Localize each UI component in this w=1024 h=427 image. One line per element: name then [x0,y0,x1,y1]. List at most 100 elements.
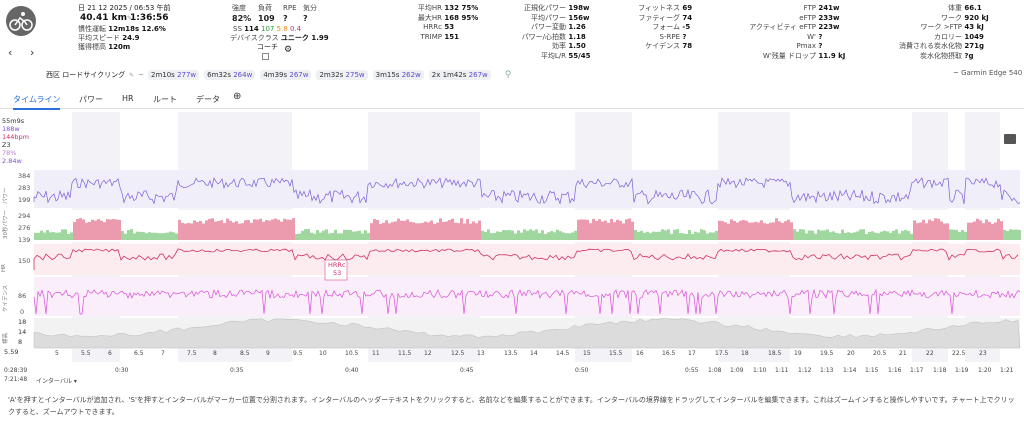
power30-bar [937,218,940,240]
prev-activity-icon[interactable]: ‹ [8,46,13,59]
hrrc-label: HRRc [328,261,346,269]
power30-bar [637,231,640,240]
power30-bar [667,229,670,240]
tab-hr[interactable]: HR [122,94,134,103]
power30-bar [994,222,997,240]
power30-bar [862,229,865,240]
panel-bg [34,244,1020,275]
power30-bar [391,222,394,240]
power30-bar [1009,229,1012,240]
power30-bar [538,233,541,240]
interval-chip[interactable]: 2x 1m42s 267w [428,70,491,80]
stat-row: ワーク 920 kJ [941,13,989,22]
tab-power[interactable]: パワー [79,95,103,104]
help-text: 'A'を押すとインターバルが追加され、'S'を押すとインターバルがマーカー位置で… [8,396,1015,416]
interval-chip[interactable]: 4m39s 267w [260,70,312,80]
power30-bar [238,223,241,240]
elapsed-time: 0:28:39 [4,367,28,374]
power30-bar [109,219,112,240]
comment-icon[interactable] [1004,134,1016,144]
timeline-chart[interactable]: 55m9s 188w 144bpm Z3 78% 2.84w 2m10s277w… [0,112,1024,385]
power30-bar [793,229,796,240]
chart-svg[interactable] [0,112,1024,382]
power30-bar [400,220,403,240]
add-tab-icon[interactable]: ⊕ [233,91,242,102]
tools-icon[interactable]: ⚙ [284,45,293,55]
route-name[interactable]: 西区 ロードサイクリング [46,71,126,79]
stat-row: 体重 66.1 [948,4,982,12]
interval-chip[interactable]: 6m32s 264w [204,70,256,80]
power30-bar [289,219,292,240]
power30-bar [1006,231,1009,240]
stat-row: W'残量 ドロップ 11.9 kJ [762,51,846,60]
power30-bar [244,220,247,240]
coach-label: コーチ [257,43,278,51]
power30-bar [439,218,442,240]
power30-bar [589,223,592,240]
power30-bar [904,229,907,240]
power30-bar [169,231,172,240]
power30-bar [526,230,529,240]
power30-bar [688,230,691,240]
power30-bar [787,219,790,240]
stat-row: 慣性運転 12m18s 12.6% [78,25,166,33]
power30-tick: 294 [18,212,31,220]
power30-bar [205,220,208,240]
power30-bar [511,230,514,240]
time-tick: 1:17 [910,367,924,374]
power30-bar [1003,229,1006,240]
hrrc-value: 53 [333,269,342,277]
tab-data[interactable]: データ [196,95,220,104]
interval-chip[interactable]: 3m15s 262w [372,70,424,80]
power30-bar [460,218,463,240]
power30-bar [331,232,334,240]
power30-bar [454,222,457,240]
power30-bar [742,219,745,240]
search-icon[interactable]: ⚲ [504,70,512,80]
distance-tick: 19.5 [820,350,834,357]
power30-bar [712,232,715,240]
intensity-val: ? [303,14,308,23]
tab-route[interactable]: ルート [153,95,177,104]
power30-bar [316,230,319,240]
power30-bar [433,223,436,240]
power30-bar [448,220,451,240]
stat-row: 炭水化物摂取 ?g [920,51,974,60]
power30-bar [823,230,826,240]
power30-bar [943,223,946,240]
power30-bar [697,232,700,240]
interval-chip[interactable]: 2m10s 277w [148,70,200,80]
interval-chip[interactable]: 2m32s 275w [316,70,368,80]
coach-checkbox[interactable] [262,53,269,60]
power30-bar [616,219,619,240]
power30-bar [457,223,460,240]
power30-bar [754,221,757,240]
power30-bar [73,222,76,240]
next-activity-icon[interactable]: › [30,46,35,59]
power30-bar [403,220,406,240]
power30-bar [799,229,802,240]
power30-bar [106,219,109,240]
power30-bar [247,220,250,240]
interval-dropdown[interactable]: インターバル ▾ [36,378,77,385]
power30-bar [508,230,511,240]
tab-timeline[interactable]: タイムライン [13,94,61,110]
distance-tick: 10.5 [345,350,359,357]
power30-bar [322,230,325,240]
distance-tick: 14 [530,350,538,357]
elev-tick: 18 [18,318,27,326]
power30-bar [763,223,766,240]
cycling-icon [6,6,36,36]
power30-bar [343,229,346,240]
power30-bar [694,231,697,240]
power30-bar [826,229,829,240]
power30-bar [967,222,970,240]
power30-bar [412,222,415,240]
power30-bar [817,229,820,240]
power30-bar [946,223,949,240]
stat-row: W' ? [807,32,823,41]
activity-date: 日 21 12 2025 / 06:53 午前 [78,4,171,12]
power30-bar [595,220,598,240]
power30-bar [328,233,331,240]
power30-bar [346,229,349,240]
